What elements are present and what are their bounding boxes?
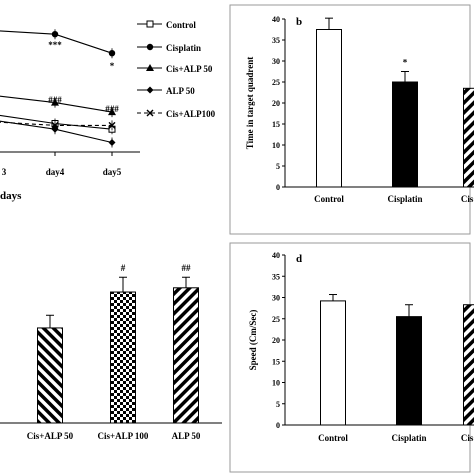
panel-a-point bbox=[51, 121, 59, 129]
panel-b-y-tick-label: 25 bbox=[272, 78, 280, 87]
panel-d-y-tick-label: 40 bbox=[272, 251, 280, 260]
panel-d-bar-chart: d Speed (Cm/Sec) 0 5 10 15 20 25 30 35 40 Contro… bbox=[229, 242, 474, 473]
legend-item: Cis+ALP 50 bbox=[137, 64, 213, 74]
panel-d-frame bbox=[229, 242, 471, 473]
panel-a-point bbox=[51, 31, 59, 38]
panel-d-bar bbox=[396, 316, 422, 426]
panel-b-frame bbox=[229, 4, 471, 235]
panel-d-y-tick-label: 5 bbox=[276, 400, 280, 409]
legend-marker bbox=[146, 20, 154, 28]
panel-a-x-tick-label: day4 bbox=[46, 167, 65, 177]
panel-b-significance-label: * bbox=[403, 58, 408, 68]
panel-d-y-tick-label: 20 bbox=[272, 336, 280, 345]
panel-a-point bbox=[108, 50, 116, 57]
panel-d-category-label: Cis+AL bbox=[461, 433, 474, 443]
panel-a-x-tick-label: day5 bbox=[103, 167, 122, 177]
panel-b-category-label: Cisplatin bbox=[387, 194, 422, 204]
panel-a-significance-label: * bbox=[110, 61, 115, 71]
legend-item: ALP 50 bbox=[137, 86, 195, 96]
panel-b-y-tick-label: 35 bbox=[272, 36, 280, 45]
panel-b-bar-chart: b Time in target quadrent 0 5 10 15 20 25 30 35… bbox=[229, 4, 474, 235]
panel-c-significance-label: # bbox=[121, 263, 126, 273]
legend-item: Control bbox=[137, 20, 196, 30]
panel-c-category-label: ALP 50 bbox=[172, 431, 201, 441]
panel-a-point bbox=[108, 108, 116, 116]
panel-d-y-ticks: 0 5 10 15 20 25 30 35 40 bbox=[272, 251, 285, 430]
panel-a-series-group bbox=[0, 29, 116, 148]
panel-a-x-axis-label: days bbox=[0, 190, 22, 202]
legend-marker bbox=[146, 43, 154, 51]
panel-b-y-tick-label: 15 bbox=[272, 120, 280, 129]
panel-d-y-tick-label: 30 bbox=[272, 294, 280, 303]
panel-a-line-chart: 3 day4 day5 days *** ### * ### bbox=[0, 29, 140, 202]
panel-a-significance-label: ### bbox=[105, 104, 119, 114]
panel-c-significance-label: ## bbox=[182, 263, 192, 273]
panel-b-y-tick-label: 40 bbox=[272, 15, 280, 24]
panel-a-annotations: *** ### * ### bbox=[48, 40, 119, 114]
panel-c-category-label: Cis+ALP 100 bbox=[98, 431, 149, 441]
legend-label: ALP 50 bbox=[166, 86, 195, 96]
legend-label: Control bbox=[166, 20, 196, 30]
panel-c-bar-chart: Cis+ALP 50 Cis+ALP 100 # ALP 50 ## bbox=[0, 263, 222, 441]
panel-d-bar bbox=[320, 300, 346, 426]
legend-marker bbox=[146, 86, 154, 94]
panel-d-y-tick-label: 10 bbox=[272, 379, 280, 388]
panel-b-y-tick-label: 20 bbox=[272, 99, 280, 108]
panel-a-significance-label: *** bbox=[48, 40, 62, 50]
panel-b-y-tick-label: 5 bbox=[276, 162, 280, 171]
panel-b-y-axis-label: Time in target quadrent bbox=[245, 57, 255, 149]
panel-d-category-label: Cisplatin bbox=[391, 433, 426, 443]
panel-b-y-tick-label: 10 bbox=[272, 141, 280, 150]
panel-d-bars: Control Cisplatin Cis+AL bbox=[318, 294, 474, 443]
legend-label: Cis+ALP100 bbox=[166, 109, 216, 119]
legend-marker bbox=[146, 109, 154, 117]
panel-c-bar bbox=[37, 327, 63, 424]
panel-d-label: d bbox=[296, 253, 302, 265]
panel-b-bar bbox=[392, 81, 418, 188]
panel-c-bars: Cis+ALP 50 Cis+ALP 100 # ALP 50 ## bbox=[27, 263, 201, 441]
panel-d-category-label: Control bbox=[318, 433, 348, 443]
panel-d-y-tick-label: 25 bbox=[272, 315, 280, 324]
legend: Control Cisplatin Cis+ALP 50 ALP 50 Cis+ALP1… bbox=[137, 20, 216, 119]
legend-label: Cis+ALP 50 bbox=[166, 64, 213, 74]
panel-a-significance-label: ### bbox=[48, 95, 62, 105]
legend-label: Cisplatin bbox=[166, 43, 201, 53]
panel-b-y-ticks: 0 5 10 15 20 25 30 35 40 bbox=[272, 15, 285, 192]
panel-d-y-tick-label: 15 bbox=[272, 357, 280, 366]
panel-a-point bbox=[108, 121, 116, 129]
panel-b-bars: Control Cisplatin * Cis+AL bbox=[314, 17, 474, 204]
legend-marker bbox=[146, 64, 154, 71]
panel-c-bar bbox=[110, 291, 136, 424]
panel-c-category-label: Cis+ALP 50 bbox=[27, 431, 74, 441]
panel-b-bar bbox=[463, 87, 474, 188]
panel-b-category-label: Control bbox=[314, 194, 344, 204]
legend-item: Cis+ALP100 bbox=[137, 109, 216, 119]
panel-b-y-tick-label: 0 bbox=[276, 183, 280, 192]
panel-b-y-tick-label: 30 bbox=[272, 57, 280, 66]
panel-c-bar bbox=[173, 287, 199, 424]
panel-d-bar bbox=[463, 304, 474, 426]
panel-b-bar bbox=[316, 29, 342, 188]
panel-b-category-label: Cis+AL bbox=[461, 194, 474, 204]
panel-a-point bbox=[108, 139, 116, 146]
panel-b-label: b bbox=[296, 16, 302, 28]
legend-item: Cisplatin bbox=[137, 43, 201, 53]
panel-d-y-tick-label: 0 bbox=[276, 421, 280, 430]
panel-a-x-tick-label: 3 bbox=[2, 167, 7, 177]
panel-d-y-tick-label: 35 bbox=[272, 272, 280, 281]
panel-a-point bbox=[51, 98, 59, 106]
panel-d-y-axis-label: Speed (Cm/Sec) bbox=[248, 310, 258, 371]
